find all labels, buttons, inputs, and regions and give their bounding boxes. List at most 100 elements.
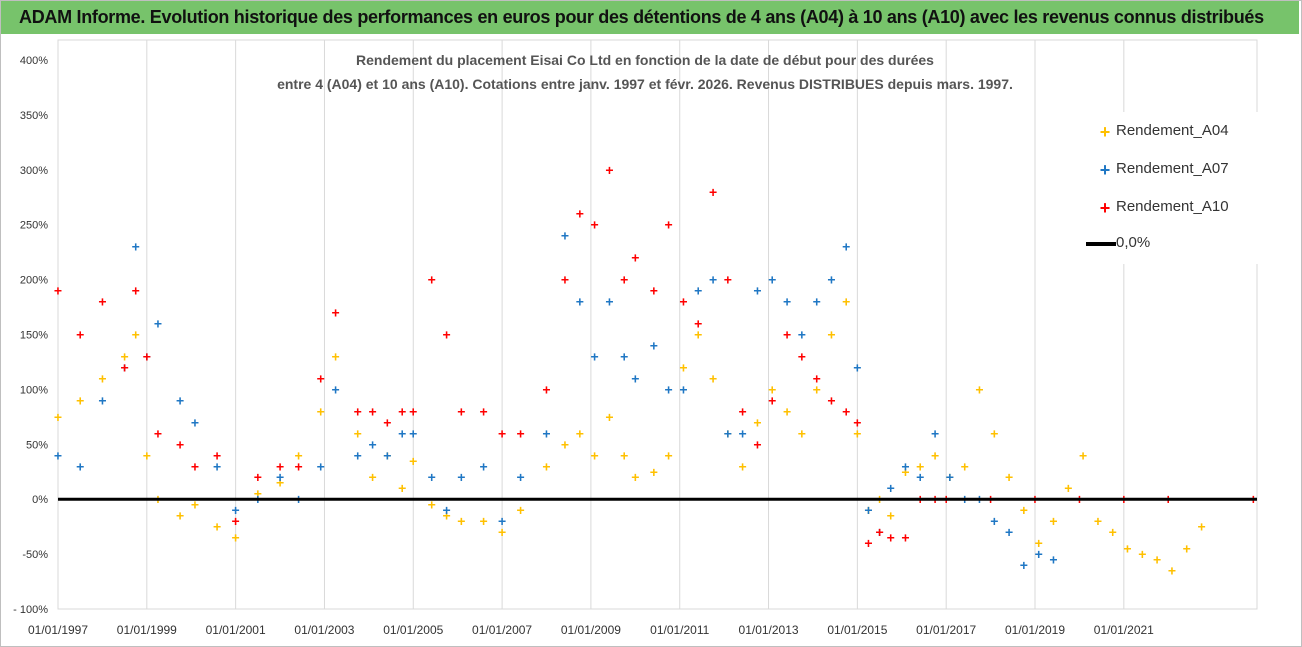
y-tick-label: 400% <box>20 55 48 67</box>
data-point: + <box>591 217 599 233</box>
data-point: + <box>143 447 151 463</box>
data-point: + <box>542 381 550 397</box>
data-point: + <box>1109 524 1117 540</box>
data-point: + <box>428 469 436 485</box>
data-point: + <box>132 239 140 255</box>
data-point: + <box>457 469 465 485</box>
data-point: + <box>517 502 525 518</box>
data-point: + <box>191 497 199 513</box>
data-point: + <box>827 327 835 343</box>
data-point: + <box>813 370 821 386</box>
data-point: + <box>709 272 717 288</box>
data-point: + <box>176 392 184 408</box>
data-point: + <box>739 425 747 441</box>
data-point: + <box>768 392 776 408</box>
y-tick-label: -50% <box>22 549 48 561</box>
data-point: + <box>961 458 969 474</box>
data-point: + <box>542 458 550 474</box>
x-tick-label: 01/01/2009 <box>561 623 621 637</box>
data-point: + <box>191 414 199 430</box>
data-point: + <box>232 513 240 529</box>
data-point: + <box>213 519 221 535</box>
data-point: + <box>368 469 376 485</box>
data-point: + <box>498 425 506 441</box>
grid <box>57 39 1258 610</box>
data-point: + <box>232 530 240 546</box>
data-point: + <box>931 425 939 441</box>
chart-title: Rendement du placement Eisai Co Ltd en f… <box>356 52 934 68</box>
y-tick-label: 350% <box>20 110 48 122</box>
data-point: + <box>191 458 199 474</box>
data-point: + <box>650 337 658 353</box>
data-point: + <box>827 272 835 288</box>
data-point: + <box>990 425 998 441</box>
data-point: + <box>853 425 861 441</box>
data-point: + <box>442 508 450 524</box>
data-point: + <box>354 447 362 463</box>
data-point: + <box>724 425 732 441</box>
data-point: + <box>442 502 450 518</box>
x-tick-label: 01/01/2017 <box>916 623 976 637</box>
data-point: + <box>1005 524 1013 540</box>
x-tick-label: 01/01/2021 <box>1094 623 1154 637</box>
data-point: + <box>694 283 702 299</box>
data-point: + <box>709 184 717 200</box>
data-point: + <box>294 458 302 474</box>
data-point: + <box>650 283 658 299</box>
data-point: + <box>317 370 325 386</box>
data-point: + <box>317 403 325 419</box>
data-point: + <box>783 403 791 419</box>
x-tick-label: 01/01/2003 <box>294 623 354 637</box>
data-point: + <box>665 381 673 397</box>
data-point: + <box>901 464 909 480</box>
data-point: + <box>368 436 376 452</box>
legend-item-a04: + Rendement_A04 <box>1062 120 1262 144</box>
data-point: + <box>768 381 776 397</box>
y-tick-label: 200% <box>20 275 48 287</box>
data-point: + <box>1123 541 1131 557</box>
data-point: + <box>213 458 221 474</box>
data-point: + <box>576 294 584 310</box>
data-point: + <box>605 162 613 178</box>
data-point: + <box>517 469 525 485</box>
data-point: + <box>76 458 84 474</box>
data-point: + <box>409 403 417 419</box>
data-point: + <box>442 327 450 343</box>
data-point: + <box>864 502 872 518</box>
data-point: + <box>798 327 806 343</box>
data-point: + <box>605 294 613 310</box>
data-point: + <box>931 447 939 463</box>
data-point: + <box>783 294 791 310</box>
data-point: + <box>768 272 776 288</box>
data-point: + <box>561 228 569 244</box>
data-point: + <box>479 458 487 474</box>
data-point: + <box>76 327 84 343</box>
data-point: + <box>213 447 221 463</box>
data-point: + <box>813 294 821 310</box>
data-point: + <box>1005 469 1013 485</box>
data-point: + <box>276 469 284 485</box>
data-point: + <box>1168 563 1176 579</box>
data-point: + <box>1079 447 1087 463</box>
data-point: + <box>591 348 599 364</box>
data-point: + <box>946 469 954 485</box>
legend-item-zero: 0,0% <box>1062 232 1262 256</box>
data-point: + <box>887 508 895 524</box>
data-point: + <box>561 272 569 288</box>
data-point: + <box>753 436 761 452</box>
data-point: + <box>783 327 791 343</box>
data-point: + <box>383 447 391 463</box>
data-point: + <box>294 447 302 463</box>
x-tick-label: 01/01/1999 <box>117 623 177 637</box>
y-tick-label: 50% <box>26 439 48 451</box>
series-rendement_a07: + + + + + + + + + + + + + + + + + + + + + + + + + + + + + + + + + + + + + + + +… <box>54 228 1058 573</box>
legend-label: Rendement_A10 <box>1116 198 1229 215</box>
legend: + Rendement_A04 + Rendement_A07 + Rendem… <box>1062 112 1262 264</box>
data-point: + <box>1035 546 1043 562</box>
data-point: + <box>542 425 550 441</box>
data-point: + <box>1049 513 1057 529</box>
data-point: + <box>916 469 924 485</box>
data-point: + <box>724 272 732 288</box>
